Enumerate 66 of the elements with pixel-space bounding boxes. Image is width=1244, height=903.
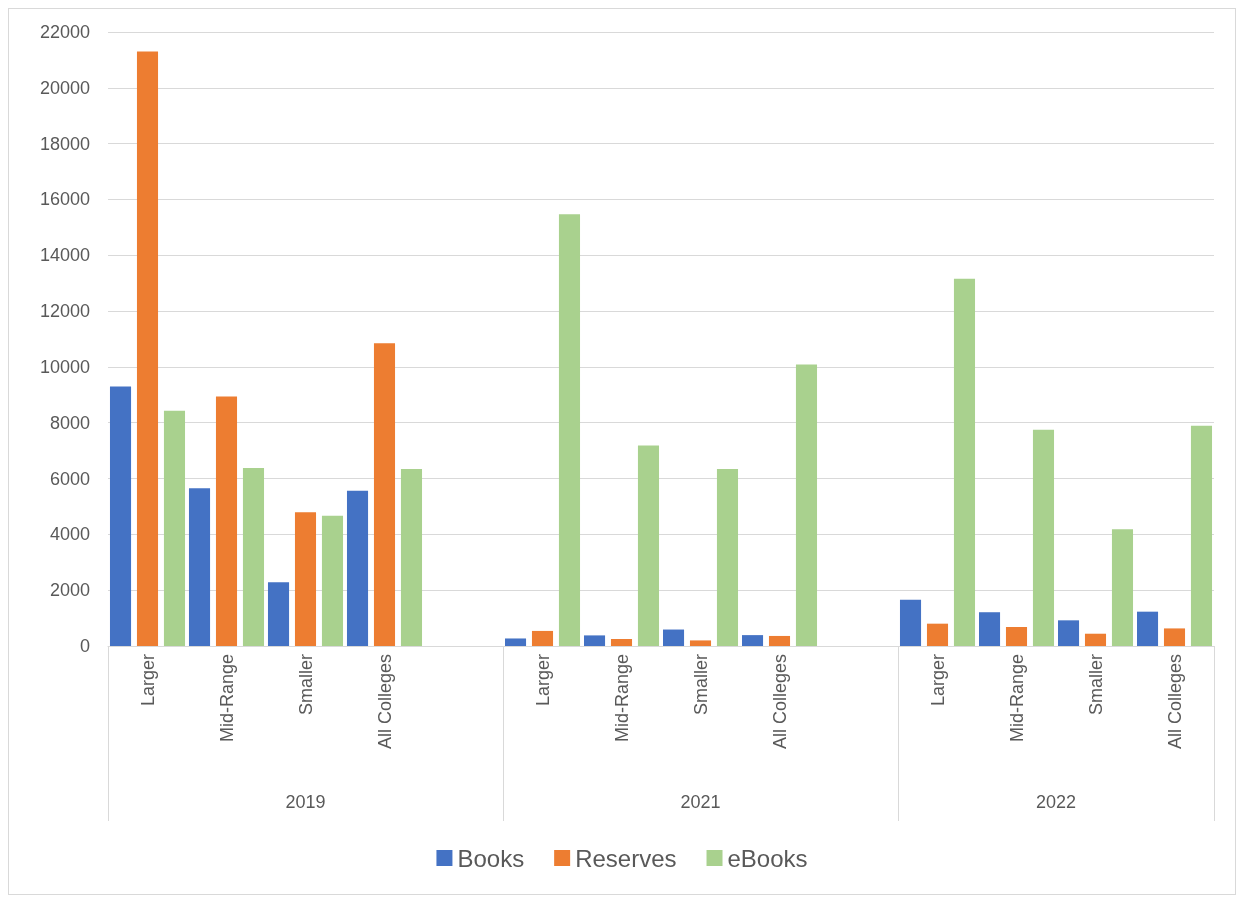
bar <box>346 490 369 646</box>
bar <box>1163 628 1186 646</box>
x-tick-label: Smaller <box>1085 654 1106 716</box>
bar <box>689 640 712 646</box>
y-tick-label: 2000 <box>49 580 90 601</box>
x-tick-label: Larger <box>927 653 948 707</box>
legend-label: eBooks <box>727 844 808 872</box>
bar <box>321 515 344 646</box>
x-tick-label: Mid-Range <box>216 654 237 743</box>
bar <box>899 599 922 646</box>
x-tick-label: All Colleges <box>374 654 395 750</box>
bar <box>1005 627 1028 646</box>
bar <box>741 635 764 646</box>
bar <box>400 469 423 646</box>
y-tick-label: 14000 <box>39 245 90 266</box>
x-tick-label: Mid-Range <box>1006 654 1027 743</box>
bar <box>1111 529 1134 646</box>
x-tick-label: Smaller <box>295 654 316 716</box>
y-tick-label: 20000 <box>39 77 90 98</box>
bar <box>1032 429 1055 646</box>
bar <box>109 386 132 646</box>
bar <box>583 635 606 646</box>
bar <box>215 396 238 646</box>
bar <box>294 512 317 646</box>
legend-label: Books <box>457 844 525 872</box>
bar <box>610 639 633 646</box>
x-tick-label: Smaller <box>690 654 711 716</box>
y-tick-label: 0 <box>79 636 90 656</box>
bar <box>1057 620 1080 646</box>
bar <box>267 582 290 646</box>
x-tick-label: All Colleges <box>769 654 790 750</box>
text: 2019 <box>285 792 326 812</box>
y-tick-label: 22000 <box>39 22 90 42</box>
bar <box>531 630 554 646</box>
x-tick-label: Mid-Range <box>611 654 632 743</box>
y-tick-label: 8000 <box>49 412 90 433</box>
bar <box>1084 633 1107 646</box>
bar <box>795 364 818 646</box>
bar <box>1190 425 1213 646</box>
bar <box>558 214 581 646</box>
bar <box>136 51 159 646</box>
y-tick-label: 4000 <box>49 524 90 545</box>
bar <box>662 629 685 646</box>
bar <box>163 410 186 646</box>
legend-label: Reserves <box>575 844 677 872</box>
x-tick-label: Larger <box>137 653 158 707</box>
bar <box>978 612 1001 646</box>
bar <box>504 638 527 646</box>
y-tick-label: 12000 <box>39 301 90 322</box>
bar <box>637 445 660 646</box>
bar <box>953 278 976 646</box>
x-tick-label: Larger <box>532 653 553 707</box>
bar <box>188 488 211 646</box>
y-tick-label: 10000 <box>39 356 90 377</box>
bar <box>926 623 949 646</box>
text: 2022 <box>1035 792 1077 812</box>
text: 2021 <box>680 792 721 812</box>
x-tick-label: All Colleges <box>1164 654 1185 750</box>
y-tick-label: 6000 <box>49 468 90 489</box>
bar <box>768 635 791 646</box>
bar <box>1136 611 1159 646</box>
bar <box>373 343 396 646</box>
bar <box>716 469 739 646</box>
y-tick-label: 18000 <box>39 133 90 154</box>
y-tick-label: 16000 <box>39 189 90 210</box>
bar <box>242 467 265 646</box>
